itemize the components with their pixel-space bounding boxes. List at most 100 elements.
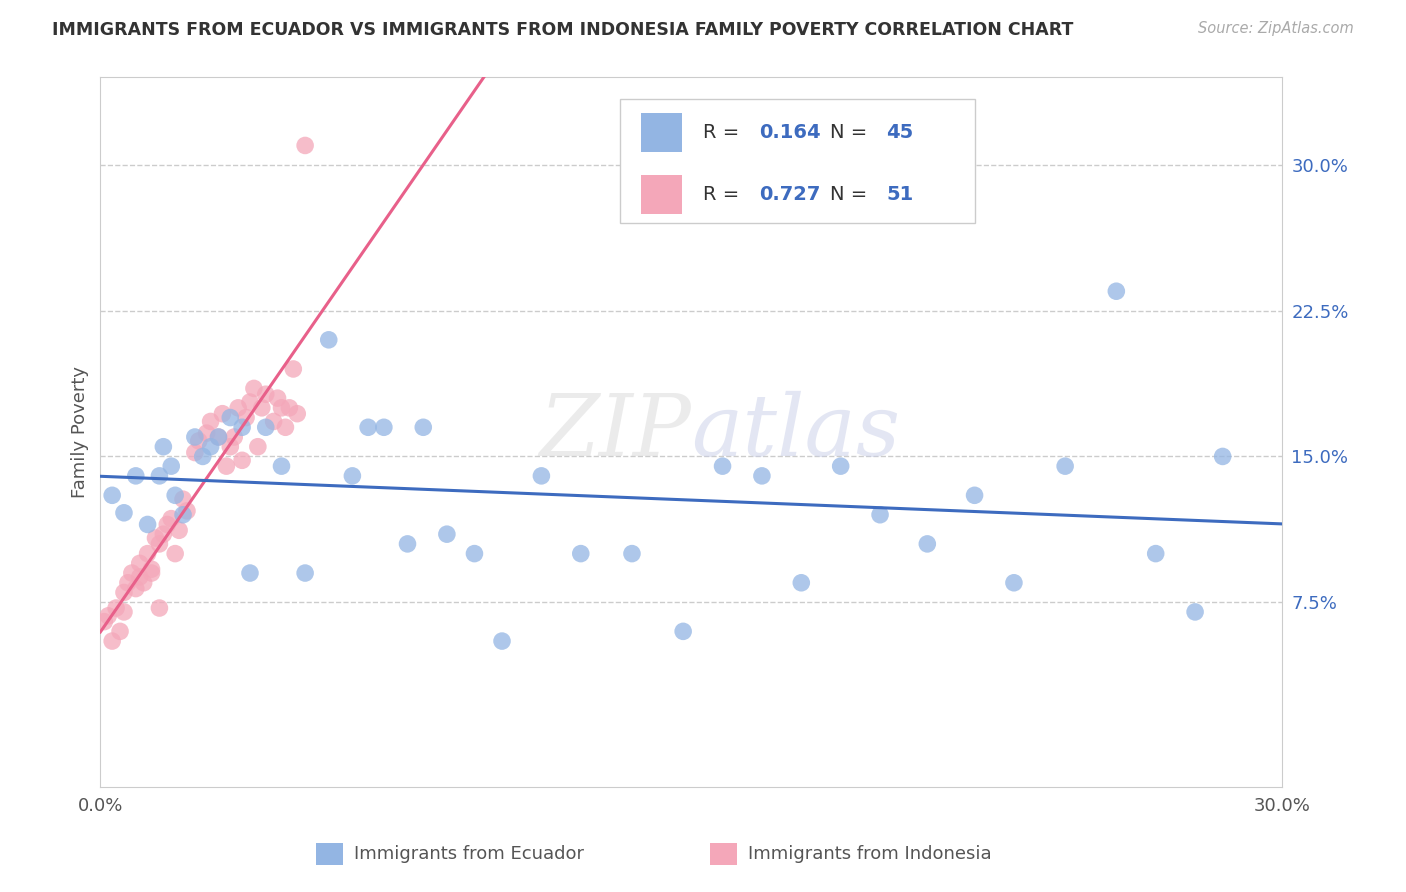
Point <box>136 517 159 532</box>
Point <box>176 504 198 518</box>
Text: 51: 51 <box>886 185 914 204</box>
Text: Source: ZipAtlas.com: Source: ZipAtlas.com <box>1198 21 1354 36</box>
Point <box>1184 605 1206 619</box>
Point <box>160 459 183 474</box>
Point <box>1002 575 1025 590</box>
Point <box>357 420 380 434</box>
Point <box>160 511 183 525</box>
Point <box>207 430 229 444</box>
Point <box>1212 450 1234 464</box>
Point <box>463 547 485 561</box>
Point <box>128 557 150 571</box>
Point <box>219 410 242 425</box>
Point <box>165 488 187 502</box>
Point <box>108 624 131 639</box>
Point <box>112 605 135 619</box>
Point <box>187 434 209 448</box>
Point <box>285 407 308 421</box>
Point <box>152 440 174 454</box>
Point <box>224 430 246 444</box>
Point <box>869 508 891 522</box>
Point <box>373 420 395 434</box>
Point <box>1144 547 1167 561</box>
Point <box>239 566 262 580</box>
Text: Immigrants from Ecuador: Immigrants from Ecuador <box>354 845 585 863</box>
Point <box>101 488 124 502</box>
Point <box>195 426 218 441</box>
Point <box>231 453 253 467</box>
Point <box>412 420 434 434</box>
Point <box>235 410 257 425</box>
Point <box>219 440 242 454</box>
Point <box>167 523 190 537</box>
Point <box>491 634 513 648</box>
Point <box>125 582 148 596</box>
Point <box>211 407 233 421</box>
Point <box>790 575 813 590</box>
Y-axis label: Family Poverty: Family Poverty <box>72 366 89 498</box>
Point <box>711 459 734 474</box>
Point <box>105 601 128 615</box>
Point <box>117 575 139 590</box>
Point <box>112 506 135 520</box>
Point <box>672 624 695 639</box>
Point <box>294 138 316 153</box>
Point <box>270 459 292 474</box>
Point <box>243 381 266 395</box>
Point <box>93 615 115 629</box>
Point <box>172 508 194 522</box>
Point <box>172 492 194 507</box>
Point <box>184 445 207 459</box>
Point <box>141 562 163 576</box>
Text: ZIP: ZIP <box>538 391 690 474</box>
Point <box>97 608 120 623</box>
Point <box>121 566 143 580</box>
Point <box>569 547 592 561</box>
Point <box>125 468 148 483</box>
Point <box>128 570 150 584</box>
Point <box>148 601 170 615</box>
Point <box>830 459 852 474</box>
Point <box>152 527 174 541</box>
Text: 0.727: 0.727 <box>759 185 821 204</box>
Point <box>294 566 316 580</box>
Text: Immigrants from Indonesia: Immigrants from Indonesia <box>748 845 991 863</box>
Point <box>226 401 249 415</box>
Point <box>436 527 458 541</box>
Point <box>917 537 939 551</box>
Point <box>112 585 135 599</box>
Point <box>200 440 222 454</box>
Point <box>751 468 773 483</box>
Point <box>342 468 364 483</box>
Text: atlas: atlas <box>690 391 900 474</box>
Text: N =: N = <box>831 123 875 142</box>
Text: N =: N = <box>831 185 875 204</box>
Point <box>200 414 222 428</box>
Point <box>278 401 301 415</box>
Point <box>263 414 285 428</box>
Point <box>207 430 229 444</box>
Point <box>132 575 155 590</box>
FancyBboxPatch shape <box>620 99 974 223</box>
Point <box>1105 284 1128 298</box>
Text: R =: R = <box>703 185 745 204</box>
Point <box>191 450 214 464</box>
FancyBboxPatch shape <box>641 175 682 214</box>
Point <box>184 430 207 444</box>
Point <box>148 537 170 551</box>
Point <box>148 468 170 483</box>
Text: 0.164: 0.164 <box>759 123 821 142</box>
Point <box>246 440 269 454</box>
Point <box>620 547 643 561</box>
FancyBboxPatch shape <box>641 113 682 153</box>
Point <box>141 566 163 580</box>
Point <box>270 401 292 415</box>
Point <box>318 333 340 347</box>
Point <box>239 395 262 409</box>
Text: R =: R = <box>703 123 745 142</box>
Point <box>145 531 167 545</box>
Point <box>231 420 253 434</box>
Point <box>963 488 986 502</box>
Point <box>266 391 288 405</box>
Point <box>274 420 297 434</box>
